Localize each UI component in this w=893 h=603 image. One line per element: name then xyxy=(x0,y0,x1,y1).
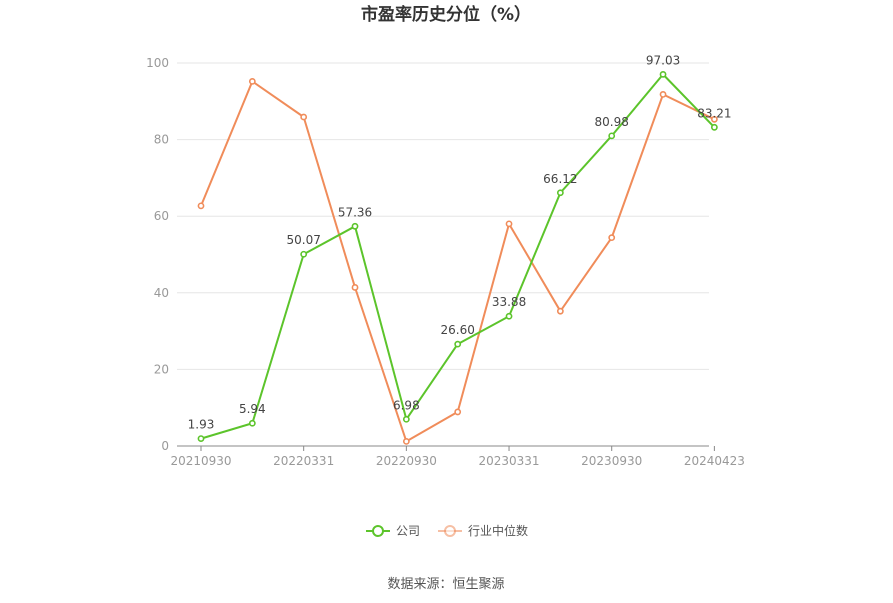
y-tick-label: 60 xyxy=(154,209,169,223)
data-label: 83.21 xyxy=(697,106,731,120)
company-point xyxy=(454,340,462,348)
data-label: 97.03 xyxy=(646,53,680,67)
company-point xyxy=(556,189,564,197)
data-label: 33.88 xyxy=(492,295,526,309)
industry-median-point xyxy=(608,234,616,242)
data-label: 1.93 xyxy=(188,418,215,432)
x-tick-label: 20220930 xyxy=(376,454,437,468)
x-tick-label: 20230930 xyxy=(581,454,642,468)
series-line-industry-median xyxy=(200,80,715,443)
legend-company-label: 公司 xyxy=(396,524,420,538)
x-tick-label: 20210930 xyxy=(170,454,231,468)
company-point xyxy=(608,132,616,140)
industry-median-point xyxy=(710,115,718,123)
data-label: 80.98 xyxy=(595,115,629,129)
company-point xyxy=(710,123,718,131)
x-tick-label: 20240423 xyxy=(684,454,745,468)
company-point xyxy=(248,419,256,427)
y-tick-label: 80 xyxy=(154,133,169,147)
data-label: 50.07 xyxy=(286,233,320,247)
industry-median-point xyxy=(454,408,462,416)
legend-company-marker xyxy=(372,525,384,537)
industry-median-point xyxy=(556,307,564,315)
y-tick-label: 20 xyxy=(154,362,169,376)
legend-industry-median-label: 行业中位数 xyxy=(468,523,528,538)
industry-median-point xyxy=(505,220,513,228)
data-label: 26.60 xyxy=(441,323,475,337)
data-label: 66.12 xyxy=(543,172,577,186)
legend-industry-median-marker xyxy=(444,525,456,537)
industry-median-point xyxy=(659,91,667,98)
industry-median-point xyxy=(248,77,256,85)
data-label: 57.36 xyxy=(338,205,372,219)
company-point xyxy=(505,312,513,320)
y-tick-label: 40 xyxy=(154,286,169,300)
industry-median-point xyxy=(402,438,410,445)
y-tick-label: 0 xyxy=(161,439,169,453)
company-point xyxy=(659,70,667,78)
company-point xyxy=(197,435,205,443)
company-point xyxy=(402,415,410,423)
data-source: 数据来源：恒生聚源 xyxy=(387,577,504,592)
company-point xyxy=(300,250,308,258)
data-label: 6.98 xyxy=(393,398,420,412)
series-line-company xyxy=(200,73,716,440)
industry-median-point xyxy=(351,284,359,291)
x-tick-label: 20220331 xyxy=(273,454,334,468)
data-label: 5.94 xyxy=(239,402,266,416)
y-tick-label: 100 xyxy=(146,56,169,70)
industry-median-point xyxy=(197,202,205,210)
industry-median-point xyxy=(300,113,308,121)
chart-title: 市盈率历史分位（%） xyxy=(361,4,531,25)
x-tick-label: 20230331 xyxy=(478,454,539,468)
company-point xyxy=(351,222,359,230)
